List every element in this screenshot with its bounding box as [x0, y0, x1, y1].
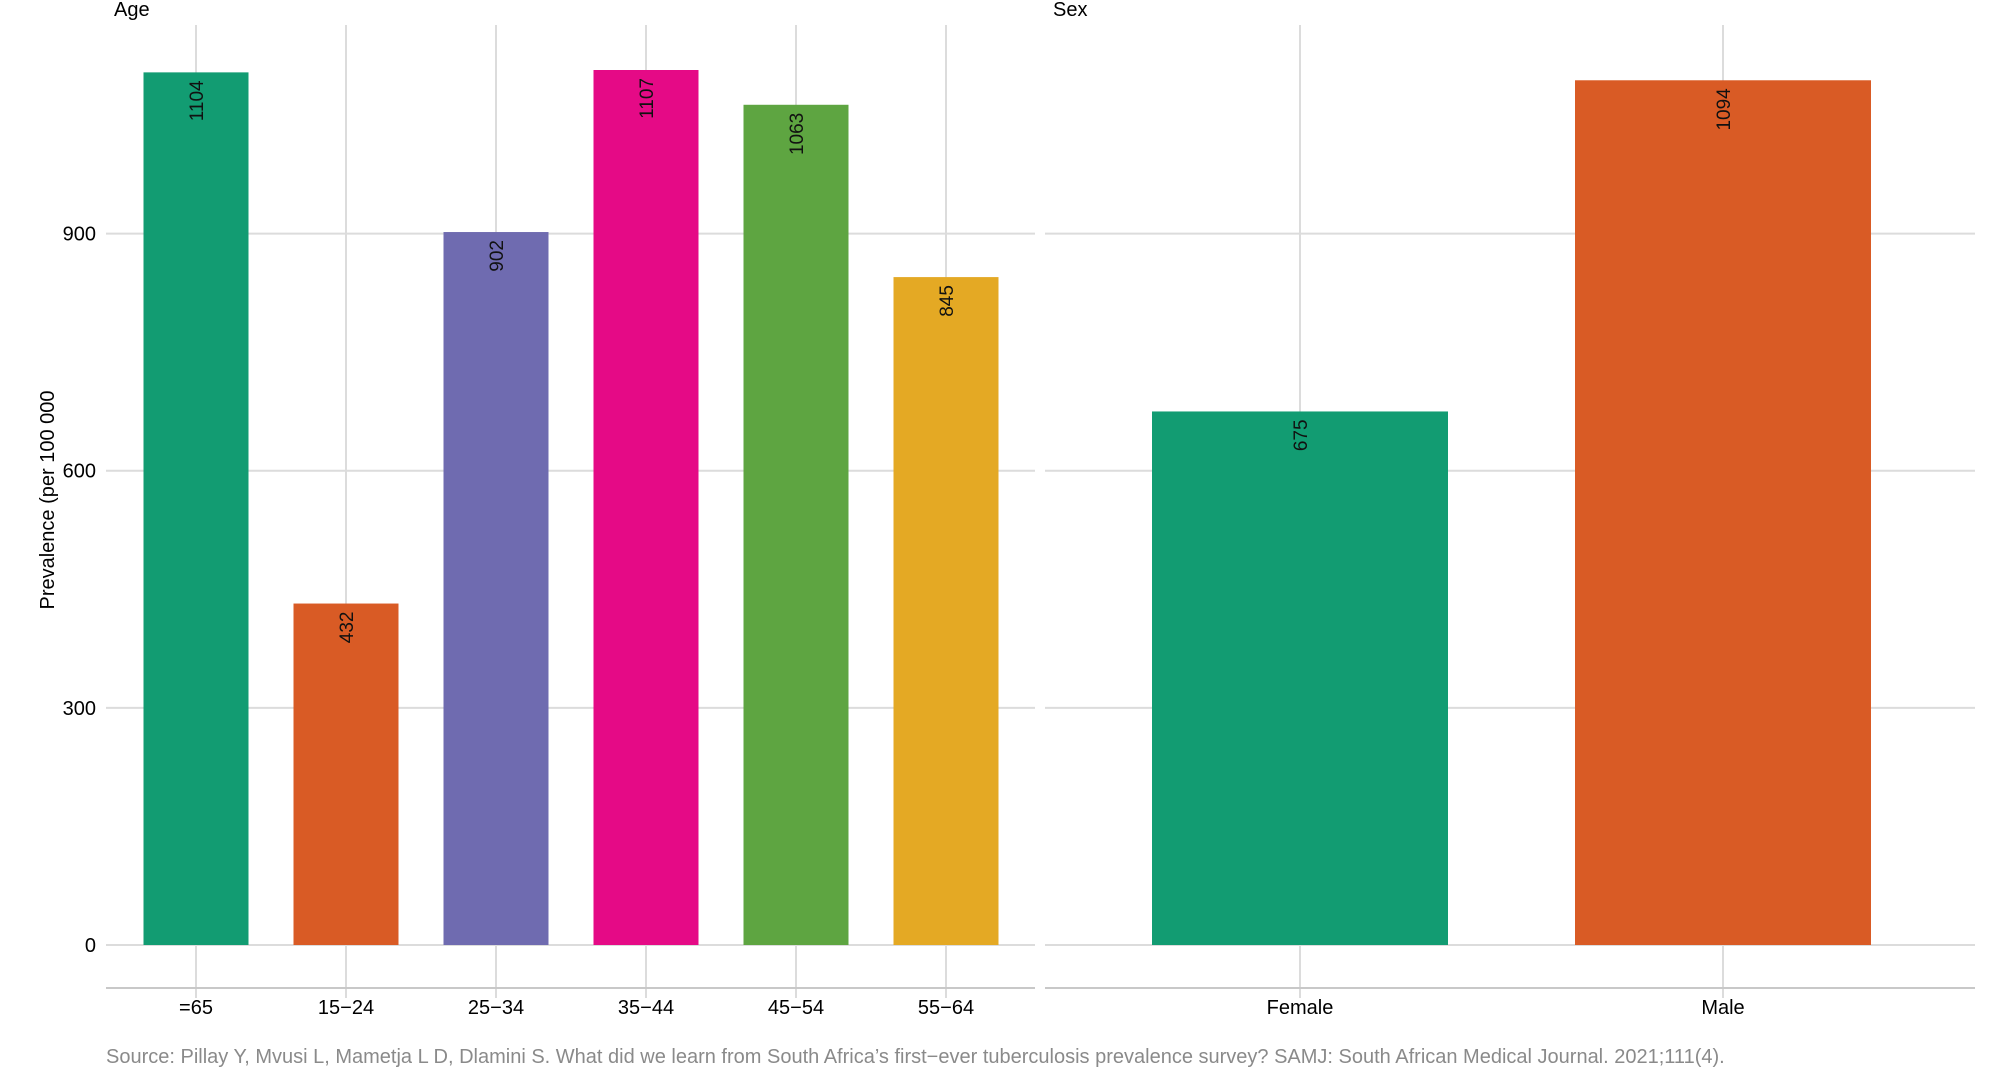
source-note: Source: Pillay Y, Mvusi L, Mametja L D, … [106, 1046, 1725, 1068]
y-tick-label: 900 [63, 224, 96, 246]
bar [1575, 80, 1871, 946]
data-label: 1104 [187, 80, 208, 121]
y-axis-label: Prevalence (per 100 000 [37, 390, 59, 609]
x-tick-label: Female [1267, 997, 1334, 1019]
bar [593, 70, 699, 945]
x-tick-label: Male [1701, 997, 1744, 1019]
data-label: 845 [937, 285, 958, 317]
x-tick-label: 25−34 [468, 997, 524, 1019]
bar [1152, 411, 1448, 946]
panel-age: Age 1104 432 902 1107 1063 845 =65 15−24 25−34 35−… [37, 0, 1035, 1019]
data-label: 1094 [1714, 88, 1735, 131]
x-tick-label: =65 [179, 997, 213, 1019]
data-label: 1107 [637, 78, 658, 119]
data-label: 432 [337, 612, 358, 644]
y-tick-label: 600 [63, 461, 96, 483]
bar [893, 277, 999, 945]
x-tick-label: 15−24 [318, 997, 374, 1019]
bar [293, 603, 399, 945]
data-label: 675 [1291, 419, 1312, 451]
x-tick-label: 45−54 [768, 997, 824, 1019]
bar [443, 232, 549, 945]
x-tick-label: 35−44 [618, 997, 674, 1019]
panel-title: Age [114, 0, 150, 21]
y-tick-label: 300 [63, 698, 96, 720]
panel-sex: Sex 675 1094 Female Male [1045, 0, 1975, 1019]
data-label: 1063 [787, 113, 808, 155]
bar [143, 72, 249, 945]
panel-title: Sex [1053, 0, 1087, 21]
y-tick-label: 0 [85, 935, 96, 957]
x-tick-label: 55−64 [918, 997, 974, 1019]
data-label: 902 [487, 240, 508, 272]
bar [743, 104, 849, 945]
